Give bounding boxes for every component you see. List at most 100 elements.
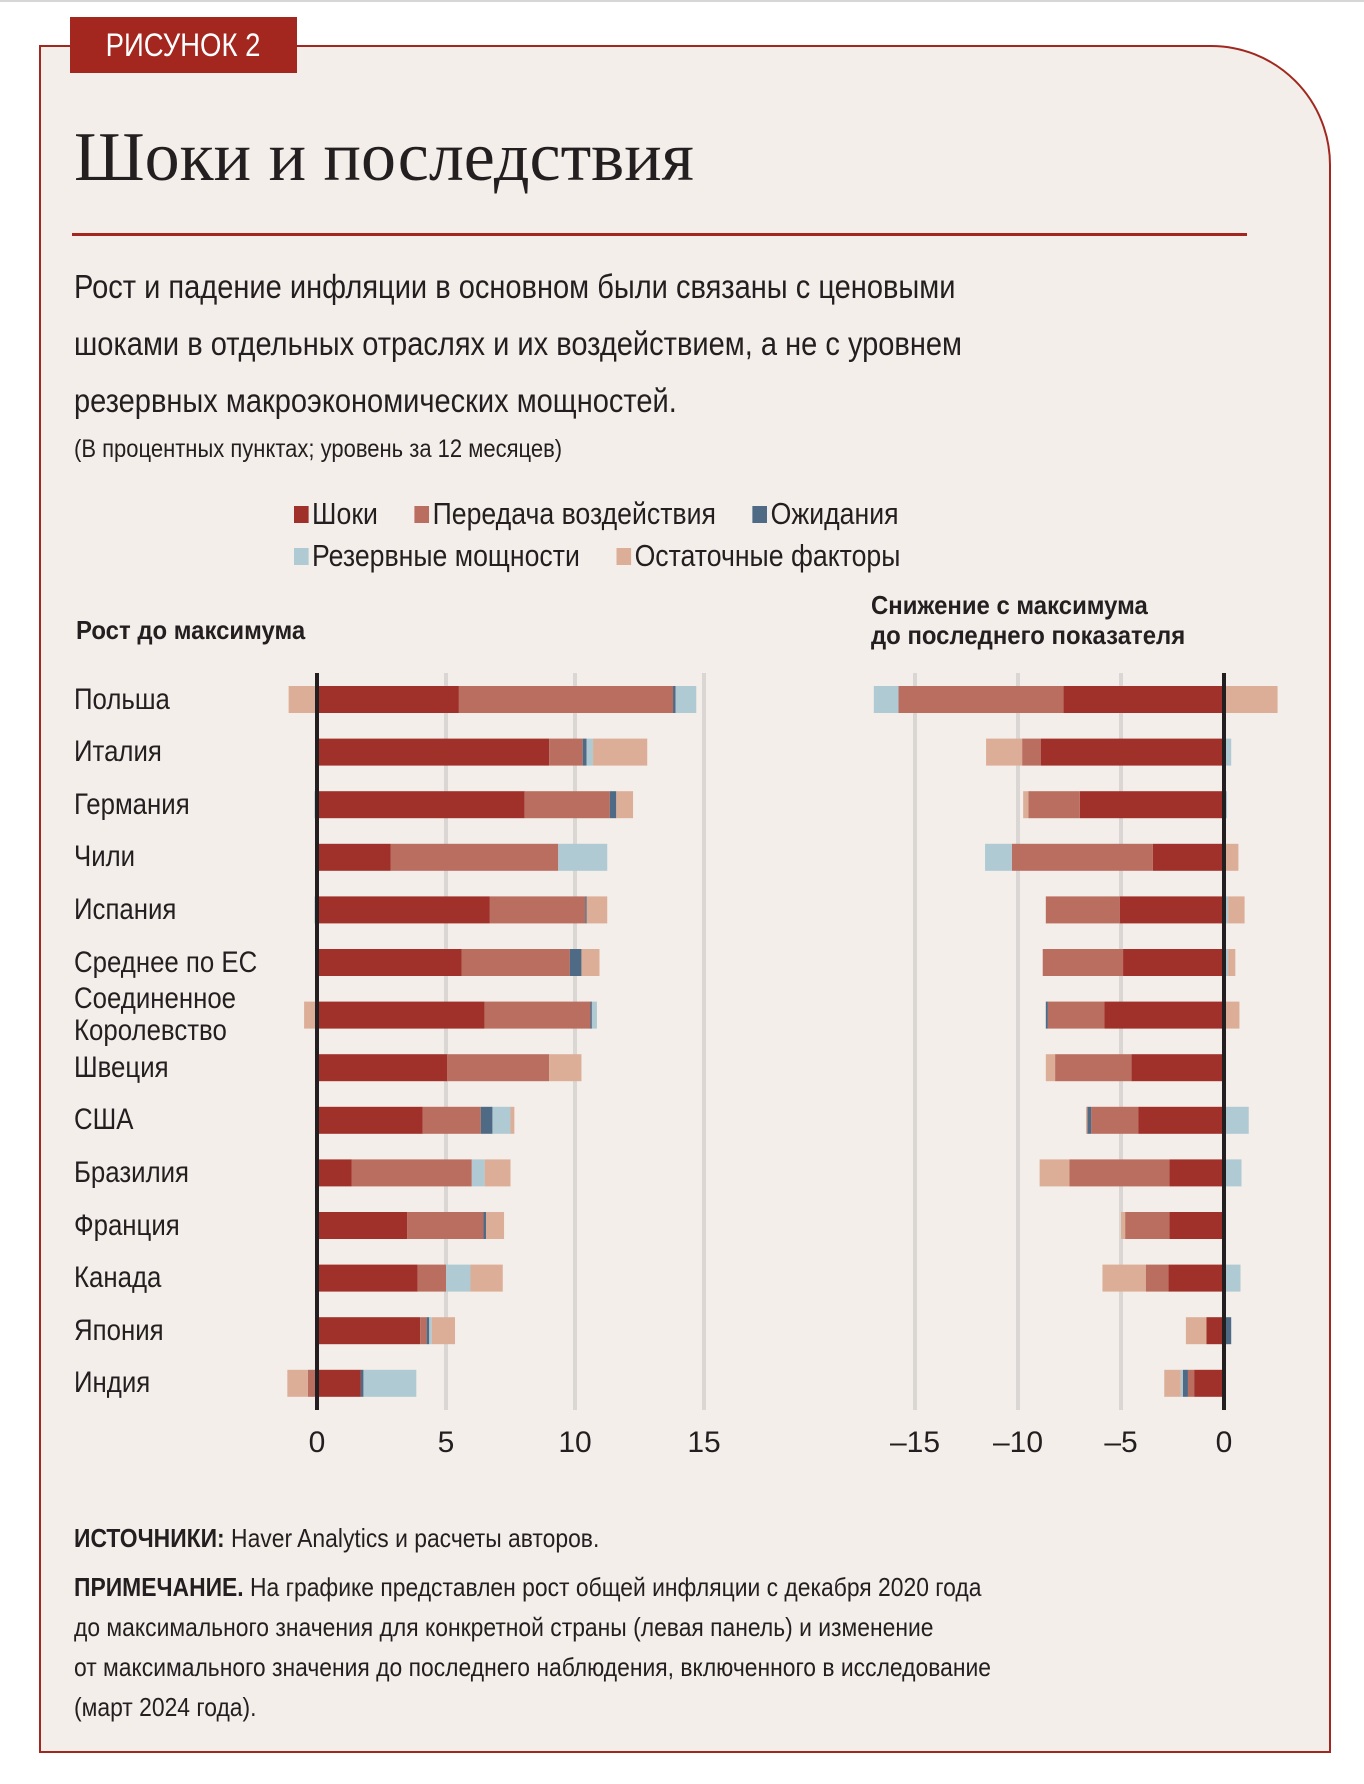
sources-line: ИСТОЧНИКИ: Haver Analytics и расчеты авт… (74, 1518, 1130, 1558)
right-bar-segment (1069, 1159, 1170, 1187)
category-label: США (74, 1105, 133, 1135)
left-bar-segment (485, 1212, 505, 1239)
right-bar-segment (1138, 1106, 1224, 1134)
legend-item-slack: Резервные мощности (294, 535, 580, 577)
left-bar-segment (287, 1369, 308, 1397)
category-label-line: Польша (74, 682, 170, 716)
left-bar-segment (317, 1369, 361, 1397)
left-bar-segment (586, 738, 594, 766)
legend-swatch (414, 506, 430, 523)
left-bar-segment (484, 1159, 511, 1187)
left-bar-segment (317, 1001, 485, 1029)
left-bar-segment (317, 1159, 352, 1187)
legend-item-shocks: Шоки (294, 493, 378, 535)
left-bar-segment (489, 896, 586, 924)
subtitle-line: Рост и падение инфляции в основном были … (74, 268, 956, 305)
legend-label: Шоки (312, 496, 378, 531)
right-bar-segment (898, 686, 1064, 713)
right-bar-segment (1119, 896, 1224, 924)
right-bar-segment (1125, 1212, 1170, 1239)
right-bar-segment (1087, 1106, 1092, 1134)
title-rule (72, 233, 1247, 236)
top-divider (0, 0, 1364, 2)
left-bar-segment (317, 1264, 418, 1292)
right-bar-segment (1224, 1159, 1242, 1187)
category-label: Соединенное Королевство (74, 983, 236, 1047)
right-bar-segment (1228, 896, 1245, 924)
right-x-tick-label: –10 (993, 1426, 1043, 1459)
right-bar-segment (1169, 1159, 1224, 1187)
category-label-line: Италия (74, 735, 162, 769)
left-bar-segment (585, 896, 587, 924)
right-bar-segment (1131, 1054, 1224, 1082)
right-x-tick-label: –15 (890, 1426, 940, 1459)
right-bar-segment (1123, 949, 1224, 976)
category-label-line: Индия (74, 1366, 151, 1400)
left-bar-segment (317, 1106, 423, 1134)
legend-label: Ожидания (770, 496, 899, 531)
legend-label: Остаточные факторы (634, 538, 901, 573)
left-bar-segment (317, 686, 459, 713)
sources-text: Haver Analytics и расчеты авторов. (224, 1523, 600, 1553)
right-bar-segment (1039, 1159, 1070, 1187)
left-bar-segment (480, 1106, 493, 1134)
note-line: ПРИМЕЧАНИЕ. На графике представлен рост … (74, 1567, 1130, 1607)
right-panel-title: Снижение с максимума до последнего показ… (871, 590, 1185, 650)
left-bar-segment (524, 791, 610, 819)
left-bar-segment (317, 843, 391, 871)
right-bar-segment (1047, 1001, 1105, 1029)
right-bar-segment (1121, 1212, 1126, 1239)
right-panel-title-line: Снижение с максимума (871, 590, 1148, 620)
category-label: Индия (74, 1368, 150, 1398)
category-label: Германия (74, 789, 190, 820)
right-bar-segment (1228, 949, 1236, 976)
left-bar-segment (317, 949, 462, 976)
right-bar-segment (1045, 1001, 1048, 1029)
left-bar-segment (407, 1212, 484, 1239)
left-bar-segment (446, 1264, 471, 1292)
left-bar-segment (549, 738, 583, 766)
right-bar-segment (1168, 1264, 1224, 1292)
right-bar-segment (1023, 791, 1029, 819)
figure-title: Шоки и последствия (74, 119, 694, 196)
left-bar-segment (492, 1106, 511, 1134)
left-bar-segment (317, 791, 525, 819)
left-x-tick-label: 5 (438, 1426, 455, 1459)
right-bar-segment (1085, 1106, 1088, 1134)
right-bar-segment (1194, 1369, 1224, 1397)
left-x-tick-label: 0 (309, 1426, 326, 1459)
figure-tag-label: РИСУНОК 2 (106, 27, 261, 63)
left-panel-title: Рост до максимума (76, 615, 306, 645)
figure-notes: ИСТОЧНИКИ: Haver Analytics и расчеты авт… (74, 1518, 1274, 1727)
right-bar-segment (1224, 1317, 1232, 1345)
right-x-tick-label: –5 (1104, 1426, 1137, 1459)
left-bar-segment (447, 1054, 550, 1082)
right-bar-segment (1182, 1369, 1188, 1397)
left-bar-segment (581, 949, 600, 976)
right-bar-segment (1055, 1054, 1132, 1082)
right-bar-segment (1187, 1369, 1195, 1397)
left-bar-segment (470, 1264, 503, 1292)
right-bar-segment (1224, 1264, 1241, 1292)
category-label-line: США (74, 1103, 134, 1137)
left-bar-segment (471, 1159, 485, 1187)
right-bar-segment (873, 686, 899, 713)
left-bar-segment (483, 1212, 486, 1239)
left-bar-segment (591, 1001, 597, 1029)
right-bar-segment (1063, 686, 1224, 713)
right-bar-segment (1224, 949, 1229, 976)
sources-label: ИСТОЧНИКИ: (74, 1523, 225, 1553)
category-label: Бразилия (74, 1157, 189, 1188)
category-label: Япония (74, 1315, 164, 1346)
left-bar-segment (351, 1159, 472, 1187)
left-bar-segment (317, 896, 490, 924)
note-line: от максимального значения до последнего … (74, 1652, 991, 1682)
right-bar-segment (1224, 738, 1232, 766)
right-bar-segment (1040, 738, 1224, 766)
right-bar-segment (1022, 738, 1041, 766)
right-bar-segment (1164, 1369, 1181, 1397)
right-bar-segment (1180, 1369, 1183, 1397)
legend-swatch (752, 506, 768, 523)
left-x-tick-label: 15 (687, 1426, 720, 1459)
